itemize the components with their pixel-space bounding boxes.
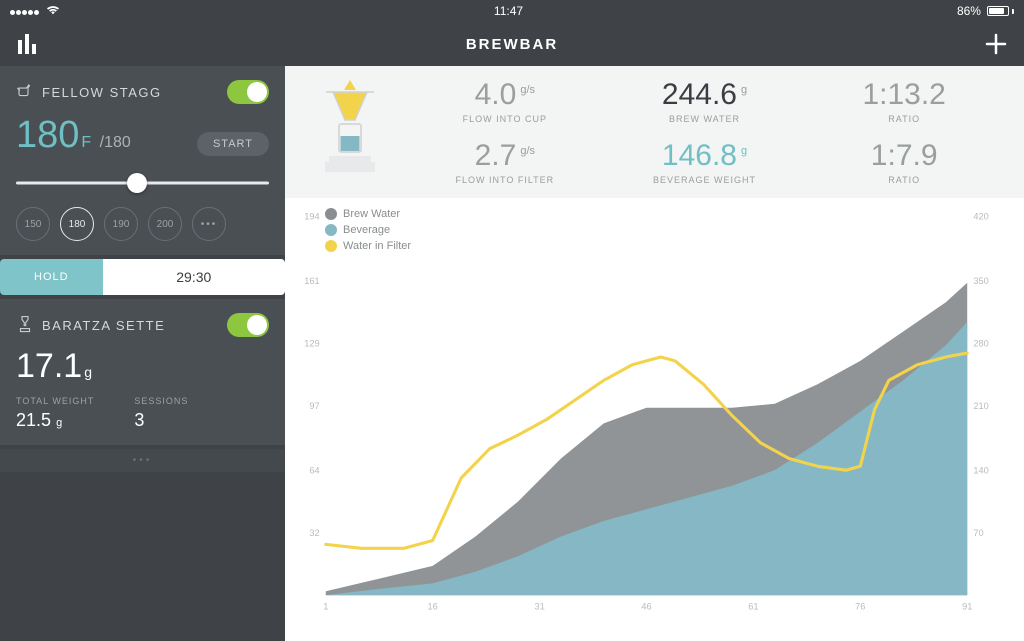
svg-text:97: 97 — [309, 401, 319, 411]
temp-slider[interactable] — [16, 169, 269, 197]
sessions-stat: SESSIONS 3 — [134, 396, 188, 431]
grinder-name: BARATZA SETTE — [42, 318, 165, 333]
svg-text:32: 32 — [309, 528, 319, 538]
metric-flow-filter: 2.7g/s FLOW INTO FILTER — [405, 139, 605, 188]
metric-ratio-bot: 1:7.9 RATIO — [804, 139, 1004, 188]
battery-icon — [987, 6, 1014, 16]
preset-150[interactable]: 150 — [16, 207, 50, 241]
metric-brew-water: 244.6g BREW WATER — [605, 78, 805, 127]
svg-text:350: 350 — [973, 276, 988, 286]
sessions-value: 3 — [134, 410, 188, 431]
hold-time: 29:30 — [103, 259, 285, 295]
preset-200[interactable]: 200 — [148, 207, 182, 241]
total-weight-stat: TOTAL WEIGHT 21.5 g — [16, 396, 94, 431]
svg-text:64: 64 — [309, 465, 319, 475]
bar-chart-icon[interactable] — [16, 32, 40, 56]
grinder-title: BARATZA SETTE — [16, 315, 165, 336]
nav-bar: BREWBAR — [0, 22, 1024, 66]
svg-text:129: 129 — [304, 338, 319, 348]
svg-text:61: 61 — [748, 602, 758, 612]
brewer-illustration — [295, 78, 405, 188]
slider-thumb[interactable] — [127, 173, 147, 193]
brew-chart: 1 16 31 46 61 76 91 32 64 97 129 161 194 70 140 210 280 3… — [297, 206, 996, 622]
signal-dots-icon — [10, 4, 40, 18]
svg-text:46: 46 — [641, 602, 651, 612]
grinder-weight: 17.1g — [16, 347, 269, 386]
legend-item: Water in Filter — [325, 240, 411, 252]
legend-item: Beverage — [325, 224, 411, 236]
start-button[interactable]: START — [197, 132, 269, 156]
svg-text:420: 420 — [973, 211, 988, 221]
kettle-title: FELLOW STAGG — [16, 82, 162, 103]
svg-text:91: 91 — [962, 602, 972, 612]
main: FELLOW STAGG 180F /180 START 15018019020… — [0, 66, 1024, 641]
ratio-bot-value: 1:7.9 — [871, 139, 938, 173]
preset-180[interactable]: 180 — [60, 207, 94, 241]
kettle-temp: 180F /180 — [16, 114, 131, 157]
temp-presets: 150 180 190 200 ••• — [16, 207, 269, 241]
grinder-icon — [16, 315, 34, 336]
status-right: 86% — [957, 4, 1014, 18]
sidebar: FELLOW STAGG 180F /180 START 15018019020… — [0, 66, 285, 641]
brew-water-value: 244.6 — [662, 78, 737, 112]
plus-icon[interactable] — [984, 32, 1008, 56]
svg-text:210: 210 — [973, 401, 988, 411]
sessions-label: SESSIONS — [134, 396, 188, 406]
preset-190[interactable]: 190 — [104, 207, 138, 241]
weight-value: 17.1 — [16, 347, 82, 385]
metrics-band: 4.0g/s FLOW INTO CUP 244.6g BREW WATER 1… — [285, 66, 1024, 198]
battery-pct: 86% — [957, 4, 981, 18]
content: 4.0g/s FLOW INTO CUP 244.6g BREW WATER 1… — [285, 66, 1024, 641]
ratio-top-value: 1:13.2 — [862, 78, 945, 112]
preset-more[interactable]: ••• — [192, 207, 226, 241]
app-title: BREWBAR — [466, 36, 558, 53]
status-time: 11:47 — [494, 4, 523, 18]
svg-text:16: 16 — [428, 602, 438, 612]
metric-ratio-top: 1:13.2 RATIO — [804, 78, 1004, 127]
kettle-panel: FELLOW STAGG 180F /180 START 15018019020… — [0, 66, 285, 255]
total-weight-label: TOTAL WEIGHT — [16, 396, 94, 406]
weight-unit: g — [84, 364, 92, 380]
grinder-toggle[interactable] — [227, 313, 269, 337]
bev-weight-value: 146.8 — [662, 139, 737, 173]
svg-text:194: 194 — [304, 211, 319, 221]
grinder-panel: BARATZA SETTE 17.1g TOTAL WEIGHT 21.5 g … — [0, 299, 285, 445]
flow-cup-value: 4.0 — [475, 78, 517, 112]
kettle-icon — [16, 82, 34, 103]
svg-text:280: 280 — [973, 338, 988, 348]
temp-current: 180 — [16, 114, 79, 156]
total-weight-unit: g — [56, 417, 62, 429]
status-bar: 11:47 86% — [0, 0, 1024, 22]
wifi-icon — [46, 4, 60, 19]
hold-row: HOLD 29:30 — [0, 259, 285, 295]
kettle-toggle[interactable] — [227, 80, 269, 104]
metric-bev-weight: 146.8g BEVERAGE WEIGHT — [605, 139, 805, 188]
svg-text:31: 31 — [534, 602, 544, 612]
legend-item: Brew Water — [325, 208, 411, 220]
svg-text:161: 161 — [304, 276, 319, 286]
flow-filter-value: 2.7 — [475, 139, 517, 173]
kettle-name: FELLOW STAGG — [42, 85, 162, 100]
metric-flow-cup: 4.0g/s FLOW INTO CUP — [405, 78, 605, 127]
svg-text:1: 1 — [323, 602, 328, 612]
svg-text:76: 76 — [855, 602, 865, 612]
chart-area: Brew Water Beverage Water in Filter 1 16 31 4… — [285, 198, 1024, 641]
chart-legend: Brew Water Beverage Water in Filter — [325, 208, 411, 252]
svg-text:140: 140 — [973, 465, 988, 475]
temp-unit: F — [81, 134, 91, 151]
total-weight-value: 21.5 — [16, 410, 51, 430]
hold-button[interactable]: HOLD — [0, 259, 103, 295]
temp-target: /180 — [100, 134, 131, 151]
svg-text:70: 70 — [973, 528, 983, 538]
panel-pager-dots[interactable]: ••• — [0, 449, 285, 472]
status-left — [10, 4, 60, 19]
